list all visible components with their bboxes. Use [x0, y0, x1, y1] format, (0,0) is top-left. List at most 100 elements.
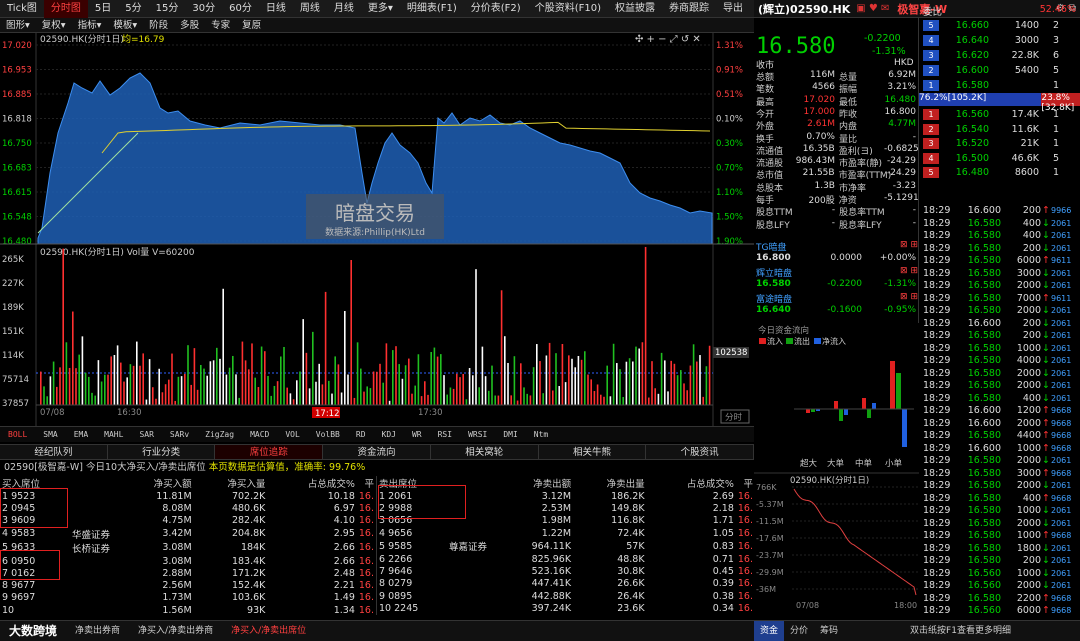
tab-5min[interactable]: 5分: [125, 2, 142, 14]
more-details-hint[interactable]: 双击纸按F1查看更多明细: [910, 626, 1011, 636]
table-row[interactable]: 10 1.56M 93K 1.34 16.: [0, 604, 376, 616]
tab-capital-flow[interactable]: 资金流向: [323, 445, 431, 459]
ask-level[interactable]: 3 16.620 22.8K 6: [919, 48, 1080, 63]
ind-ema[interactable]: EMA: [73, 430, 89, 439]
bid-level[interactable]: 5 16.480 8600 1: [919, 165, 1080, 180]
dark-pool-icons[interactable]: ⊠ ⊞: [900, 266, 918, 276]
ind-sar[interactable]: SAR: [139, 430, 154, 439]
tab-5day[interactable]: 5日: [94, 2, 112, 14]
trade-row[interactable]: 18:29 16.600 1000 ↑ 9668: [919, 443, 1080, 456]
menu-expert[interactable]: 专家: [211, 19, 231, 31]
menu-restore[interactable]: 复原: [242, 19, 262, 31]
ask-level[interactable]: 2 16.600 5400 5: [919, 63, 1080, 78]
ind-vol[interactable]: VOL: [285, 430, 300, 439]
tab-seat-tracking[interactable]: 席位追踪: [215, 445, 324, 459]
table-row[interactable]: 5 9585 尊嘉证券 964.11K 57K 0.83 16.: [377, 539, 755, 554]
tab-warrants[interactable]: 相关窝轮: [431, 445, 539, 459]
menu-multi[interactable]: 多股: [180, 19, 200, 31]
bid-level[interactable]: 2 16.540 11.6K 1: [919, 122, 1080, 137]
trade-row[interactable]: 18:29 16.580 200 ↓ 2061: [919, 330, 1080, 343]
intraday-toggle[interactable]: 分时: [725, 412, 743, 423]
alert-icons[interactable]: ▣ ♥ ✉: [856, 3, 890, 14]
table-row[interactable]: 8 0279 447.41K 26.6K 0.39 16.: [377, 578, 755, 590]
ask-level[interactable]: 4 16.640 3000 3: [919, 33, 1080, 48]
tab-details[interactable]: 明细表(F1): [406, 2, 457, 14]
trade-row[interactable]: 18:29 16.580 1000 ↓ 2061: [919, 505, 1080, 518]
dark-pool-icons[interactable]: ⊠ ⊞: [900, 292, 918, 302]
trade-row[interactable]: 18:29 16.580 3000 ↑ 9668: [919, 468, 1080, 481]
bid-level[interactable]: 3 16.520 21K 1: [919, 136, 1080, 151]
trade-row[interactable]: 18:29 16.580 7000 ↑ 9611: [919, 293, 1080, 306]
trade-row[interactable]: 18:29 16.580 1000 ↓ 2061: [919, 343, 1080, 356]
ind-dmi[interactable]: DMI: [503, 430, 518, 439]
trade-row[interactable]: 18:29 16.580 400 ↓ 2061: [919, 218, 1080, 231]
trade-row[interactable]: 18:29 16.580 4400 ↑ 9668: [919, 430, 1080, 443]
trade-row[interactable]: 18:29 16.580 1800 ↓ 2061: [919, 543, 1080, 556]
trade-row[interactable]: 18:29 16.560 1000 ↓ 2061: [919, 568, 1080, 581]
menu-indicator[interactable]: 指标▾: [77, 19, 102, 31]
table-row[interactable]: 7 0162 2.88M 171.2K 2.48 16.: [0, 567, 376, 579]
tab-15min[interactable]: 15分: [155, 2, 179, 14]
tab-monthly[interactable]: 月线: [333, 2, 354, 14]
dark-pool-icons[interactable]: ⊠ ⊞: [900, 240, 918, 250]
tab-price-table[interactable]: 分价表(F2): [470, 2, 521, 14]
chart-tools[interactable]: ✣ + − ⤢ ↺ ✕: [635, 34, 701, 45]
tab-cbbc[interactable]: 相关牛熊: [539, 445, 647, 459]
menu-stage[interactable]: 阶段: [149, 19, 169, 31]
trade-row[interactable]: 18:29 16.600 2000 ↑ 9668: [919, 418, 1080, 431]
tab-price-dist[interactable]: 分价: [790, 626, 809, 636]
ind-sarv[interactable]: SARv: [169, 430, 190, 439]
ask-level[interactable]: 1 16.580 1: [919, 78, 1080, 93]
tab-daily[interactable]: 日线: [265, 2, 286, 14]
trade-row[interactable]: 18:29 16.600 200 ↓ 2061: [919, 318, 1080, 331]
table-row[interactable]: 6 0950 3.08M 183.4K 2.66 16.: [0, 555, 376, 567]
menu-adjust[interactable]: 复权▾: [41, 19, 66, 31]
menu-graph[interactable]: 图形▾: [6, 19, 30, 31]
tab-net-sell-brokers[interactable]: 净卖出券商: [75, 626, 121, 636]
table-row[interactable]: 3 0656 1.98M 116.8K 1.71 16.: [377, 515, 755, 527]
trade-row[interactable]: 18:29 16.580 200 ↓ 2061: [919, 555, 1080, 568]
tab-weekly[interactable]: 周线: [299, 2, 320, 14]
tab-net-brokers[interactable]: 净买入/净卖出券商: [138, 626, 214, 636]
ask-level[interactable]: 5 16.660 1400 2: [919, 18, 1080, 33]
popout-icon[interactable]: ⧉: [1068, 3, 1076, 14]
tab-tick[interactable]: Tick图: [7, 2, 37, 14]
table-row[interactable]: 4 9656 1.22M 72.4K 1.05 16.: [377, 527, 755, 539]
ind-volbb[interactable]: VolBB: [315, 430, 340, 439]
tab-more[interactable]: 更多▾: [367, 2, 393, 14]
tab-30min[interactable]: 30分: [192, 2, 216, 14]
trade-row[interactable]: 18:29 16.560 6000 ↑ 9668: [919, 605, 1080, 615]
trade-row[interactable]: 18:29 16.580 3000 ↓ 2061: [919, 268, 1080, 281]
trade-row[interactable]: 18:29 16.600 200 ↑ 9966: [919, 205, 1080, 218]
trade-row[interactable]: 18:29 16.580 400 ↓ 2061: [919, 230, 1080, 243]
intraday-chart[interactable]: 暗盘交易 数据来源:Phillip(HK)Ltd 02590.HK(分时1日) …: [0, 33, 754, 426]
tab-broker-queue[interactable]: 经纪队列: [0, 445, 108, 459]
trade-ticker[interactable]: 18:29 16.600 200 ↑ 9966 18:29 16.580 400 ↓ 2061 18…: [919, 205, 1080, 615]
table-row[interactable]: 2 0945 8.08M 480.6K 6.97 16.: [0, 502, 376, 514]
trade-row[interactable]: 18:29 16.580 2000 ↓ 2061: [919, 455, 1080, 468]
trade-row[interactable]: 18:29 16.580 2000 ↓ 2061: [919, 480, 1080, 493]
table-row[interactable]: 3 9609 4.75M 282.4K 4.10 16.: [0, 515, 376, 527]
tab-industry[interactable]: 行业分类: [108, 445, 216, 459]
chart-tool-icons[interactable]: ✣ + − ⤢ ↺ ✕: [635, 34, 701, 45]
table-row[interactable]: 6 2266 825.96K 48.8K 0.71 16.: [377, 553, 755, 565]
tab-chips[interactable]: 筹码: [820, 626, 839, 636]
table-row[interactable]: 4 9583 华盛证券 3.42M 204.8K 2.95 16.: [0, 527, 376, 541]
trade-row[interactable]: 18:29 16.580 2000 ↓ 2061: [919, 518, 1080, 531]
trade-row[interactable]: 18:29 16.560 2000 ↓ 2061: [919, 580, 1080, 593]
tab-net-seats[interactable]: 净买入/净卖出席位: [231, 626, 307, 636]
tab-capital[interactable]: 资金: [754, 621, 785, 641]
ind-mahl[interactable]: MAHL: [104, 430, 124, 439]
table-row[interactable]: 9 9697 1.73M 103.6K 1.49 16.: [0, 592, 376, 604]
table-row[interactable]: 10 2245 397.24K 23.6K 0.34 16.: [377, 602, 755, 614]
tab-profile[interactable]: 个股资料(F10): [534, 2, 601, 14]
trade-row[interactable]: 18:29 16.600 1200 ↑ 9668: [919, 405, 1080, 418]
trade-row[interactable]: 18:29 16.580 2000 ↓ 2061: [919, 280, 1080, 293]
table-row[interactable]: 9 0895 442.88K 26.4K 0.38 16.: [377, 590, 755, 602]
table-row[interactable]: 1 2061 3.12M 186.2K 2.69 16.: [377, 490, 755, 502]
ind-sma[interactable]: SMA: [43, 430, 58, 439]
trade-row[interactable]: 18:29 16.580 1000 ↑ 9668: [919, 530, 1080, 543]
ind-ntm[interactable]: Ntm: [533, 430, 549, 439]
settings-icon[interactable]: ⚙: [1055, 3, 1065, 14]
tab-disclosure[interactable]: 权益披露: [614, 2, 655, 14]
